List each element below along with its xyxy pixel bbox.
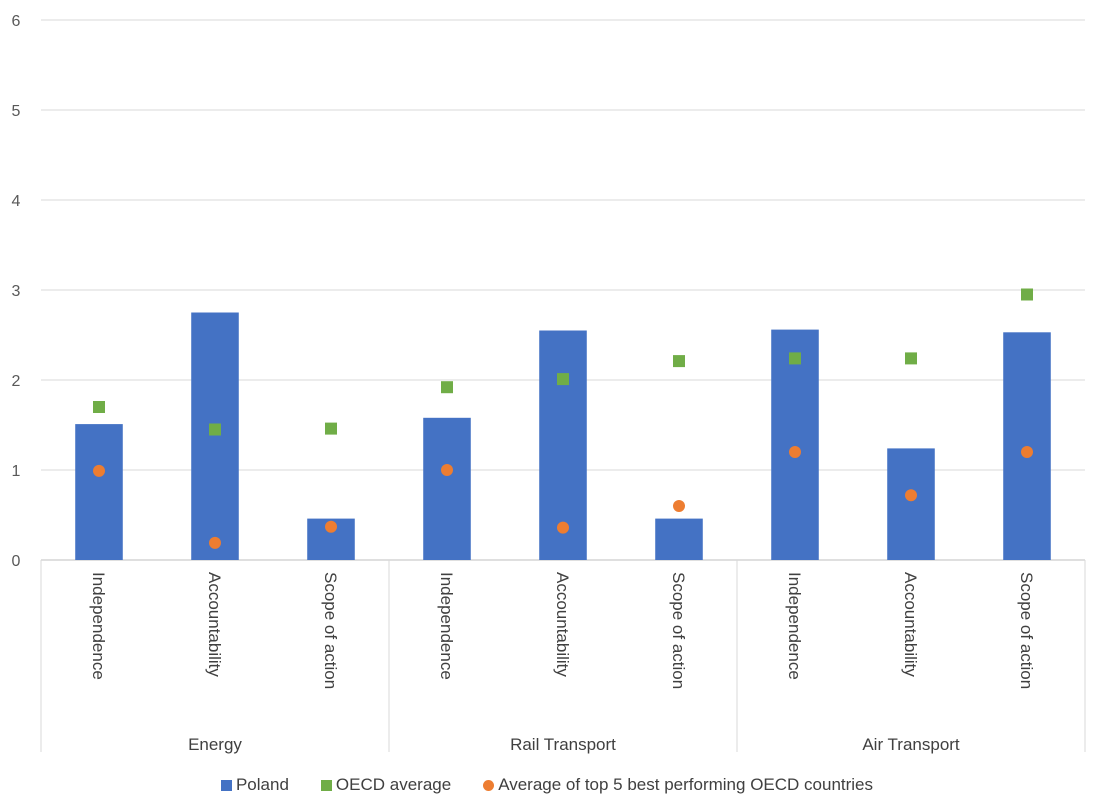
marker-oecd-average [93, 401, 105, 413]
marker-top5 [789, 446, 801, 458]
marker-top5 [209, 536, 221, 549]
marker-oecd-average [673, 355, 685, 368]
marker-top5 [325, 520, 337, 533]
x-tick-label: Independence [437, 572, 456, 680]
marker-top5 [93, 464, 105, 477]
group-label: Rail Transport [510, 735, 616, 754]
legend-label-oecd-average: OECD average [335, 775, 452, 794]
legend-item-poland: Poland [220, 775, 289, 795]
x-tick-label: Accountability [205, 572, 224, 677]
marker-oecd-average [557, 373, 569, 386]
legend-label-top5: Average of top 5 best performing OECD co… [498, 775, 874, 794]
legend-marker-oecd-average [320, 779, 332, 791]
bar-poland [423, 417, 471, 560]
bar-poland [75, 424, 123, 560]
marker-top5 [905, 489, 917, 502]
x-tick-label: Accountability [553, 572, 572, 677]
x-tick-label: Accountability [901, 572, 920, 677]
legend-item-top5: Average of top 5 best performing OECD co… [483, 775, 873, 795]
group-label: Air Transport [862, 735, 960, 754]
bar-poland [771, 329, 819, 560]
marker-oecd-average [1021, 288, 1033, 301]
marker-top5 [441, 464, 453, 476]
group-label: Energy [188, 735, 242, 754]
marker-top5 [1021, 446, 1033, 458]
x-tick-label: Independence [89, 572, 108, 680]
x-tick-label: Scope of action [321, 572, 340, 689]
y-tick-label: 2 [12, 373, 21, 390]
marker-oecd-average [209, 423, 221, 436]
bar-poland [655, 518, 703, 560]
legend: Poland OECD average Average of top 5 bes… [0, 775, 1094, 795]
legend-label-poland: Poland [235, 775, 289, 794]
marker-oecd-average [441, 381, 453, 394]
legend-marker-top5 [483, 779, 495, 791]
y-tick-label: 3 [12, 283, 21, 300]
y-tick-label: 6 [12, 13, 21, 30]
y-tick-label: 1 [12, 463, 21, 480]
x-tick-label: Scope of action [1017, 572, 1036, 689]
bar-poland [887, 448, 935, 560]
x-tick-label: Scope of action [669, 572, 688, 689]
legend-item-oecd-average: OECD average [320, 775, 452, 795]
chart: 0 1 2 3 4 5 6 Energy Rail Transport Air Transport… [12, 13, 1086, 754]
marker-top5 [673, 500, 685, 512]
marker-oecd-average [905, 352, 917, 365]
y-tick-label: 0 [12, 553, 21, 570]
y-tick-label: 4 [12, 193, 21, 210]
x-tick-label: Independence [785, 572, 804, 680]
y-tick-label: 5 [12, 103, 21, 120]
bar-poland [191, 312, 239, 560]
marker-top5 [557, 521, 569, 534]
marker-oecd-average [789, 352, 801, 365]
marker-oecd-average [325, 422, 337, 435]
legend-marker-poland [220, 779, 232, 791]
